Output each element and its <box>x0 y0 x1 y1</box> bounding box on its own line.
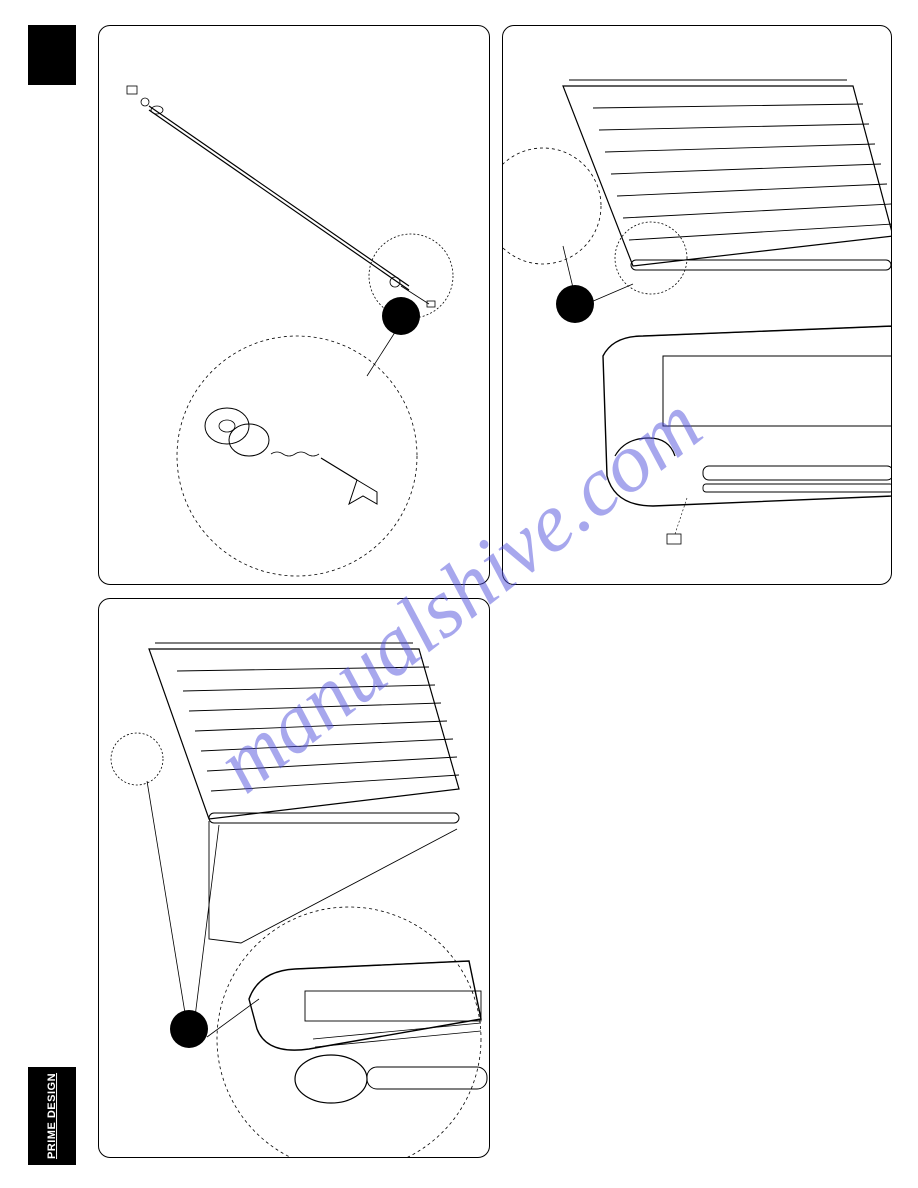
brand-name: PRIME DESIGN <box>46 1073 58 1159</box>
sidebar-brand-block: PRIME DESIGN <box>28 1067 76 1165</box>
callout-dot-c <box>170 1010 208 1048</box>
callout-dot-a <box>382 297 420 335</box>
diagram-a <box>99 26 490 585</box>
diagram-c <box>99 599 490 1158</box>
callout-dot-b <box>556 285 594 323</box>
panel-step-c <box>98 598 490 1158</box>
sidebar: PRIME DESIGN <box>28 25 76 1165</box>
page-root: PRIME DESIGN <box>0 0 918 1188</box>
panel-step-b <box>502 25 892 585</box>
panel-step-a <box>98 25 490 585</box>
sidebar-top-block <box>28 25 76 85</box>
